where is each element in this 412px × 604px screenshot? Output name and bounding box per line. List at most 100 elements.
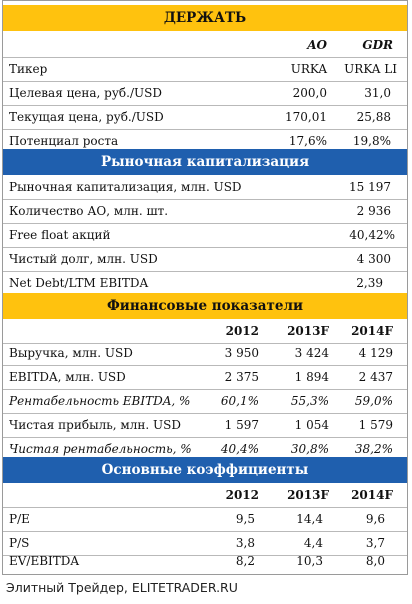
market-cap-row: Free float акций 40,42% (3, 223, 407, 247)
section-title: Рыночная капитализация (100, 154, 310, 170)
financials-row: EBITDA, млн. USD 2 375 1 894 2 437 (3, 365, 407, 389)
row-label: Чистый долг, млн. USD (9, 252, 158, 266)
ratios-row: P/S 3,8 4,4 3,7 (3, 531, 407, 555)
value-2014f: 3,7 (365, 536, 385, 550)
row-label: Количество АО, млн. шт. (9, 204, 169, 218)
rating-header: ДЕРЖАТЬ (3, 5, 407, 31)
ao-value: 200,0 (292, 86, 327, 100)
financials-year-headers: 2012 2013F 2014F (3, 319, 407, 343)
col-ao-header: AO (307, 38, 327, 52)
ratios-header: Основные коэффициенты (3, 457, 407, 483)
price-column-headers: AO GDR (3, 33, 407, 57)
divider (3, 57, 407, 58)
divider (3, 247, 407, 248)
financials-row: Чистая прибыль, млн. USD 1 597 1 054 1 5… (3, 413, 407, 437)
row-label: Чистая прибыль, млн. USD (9, 418, 181, 432)
value-2014f: 38,2% (354, 442, 393, 456)
row-label: Выручка, млн. USD (9, 346, 133, 360)
divider (3, 81, 407, 82)
value-2012: 8,2 (235, 554, 255, 568)
value-2013f: 14,4 (296, 512, 323, 526)
value-2013f: 30,8% (290, 442, 329, 456)
price-row: Потенциал роста 17,6% 19,8% (3, 129, 407, 153)
price-row: Текущая цена, руб./USD 170,01 25,88 (3, 105, 407, 129)
ratios-row: EV/EBITDA 8,2 10,3 8,0 (3, 549, 407, 573)
year-header: 2012 (225, 488, 259, 502)
value-2014f: 8,0 (365, 554, 385, 568)
divider (3, 129, 407, 130)
value-2012: 3,8 (235, 536, 255, 550)
row-label: Рентабельность EBITDA, % (9, 394, 191, 408)
financials-row: Рентабельность EBITDA, % 60,1% 55,3% 59,… (3, 389, 407, 413)
investment-summary-table: ДЕРЖАТЬ AO GDR Тикер URKA URKA LI Целева… (2, 0, 408, 575)
row-label: EBITDA, млн. USD (9, 370, 126, 384)
value-2012: 40,4% (220, 442, 259, 456)
market-cap-row: Net Debt/LTM EBITDA 2,39 (3, 271, 407, 295)
financials-row: Чистая рентабельность, % 40,4% 30,8% 38,… (3, 437, 407, 461)
row-label: Чистая рентабельность, % (9, 442, 192, 456)
value-2012: 9,5 (235, 512, 255, 526)
market-cap-header: Рыночная капитализация (3, 149, 407, 175)
row-value: 15 197 (349, 180, 391, 194)
value-2012: 60,1% (220, 394, 259, 408)
value-2014f: 4 129 (358, 346, 393, 360)
divider (3, 389, 407, 390)
divider (3, 413, 407, 414)
price-row: Целевая цена, руб./USD 200,0 31,0 (3, 81, 407, 105)
row-label: Тикер (9, 62, 48, 76)
value-2012: 1 597 (224, 418, 259, 432)
divider (3, 437, 407, 438)
year-header: 2012 (225, 324, 259, 338)
value-2013f: 10,3 (296, 554, 323, 568)
market-cap-row: Рыночная капитализация, млн. USD 15 197 (3, 175, 407, 199)
section-title: Финансовые показатели (107, 298, 303, 314)
divider (3, 105, 407, 106)
value-2014f: 59,0% (354, 394, 393, 408)
row-label: EV/EBITDA (9, 554, 80, 568)
ao-value: 17,6% (288, 134, 327, 148)
divider (3, 531, 407, 532)
divider (3, 199, 407, 200)
row-label: Рыночная капитализация, млн. USD (9, 180, 242, 194)
year-header: 2014F (351, 488, 393, 502)
row-label: Net Debt/LTM EBITDA (9, 276, 149, 290)
value-2012: 2 375 (224, 370, 259, 384)
row-label: Целевая цена, руб./USD (9, 86, 162, 100)
year-header: 2013F (287, 488, 329, 502)
row-value: 2 936 (356, 204, 391, 218)
year-header: 2014F (351, 324, 393, 338)
row-label: Текущая цена, руб./USD (9, 110, 164, 124)
value-2013f: 3 424 (294, 346, 329, 360)
ratios-row: P/E 9,5 14,4 9,6 (3, 507, 407, 531)
value-2012: 3 950 (224, 346, 259, 360)
row-value: 2,39 (356, 276, 383, 290)
divider (3, 507, 407, 508)
row-label: Free float акций (9, 228, 111, 242)
price-row: Тикер URKA URKA LI (3, 57, 407, 81)
value-2014f: 9,6 (365, 512, 385, 526)
col-gdr-header: GDR (362, 38, 393, 52)
ao-value: 170,01 (285, 110, 327, 124)
financials-header: Финансовые показатели (3, 293, 407, 319)
divider (3, 555, 407, 556)
market-cap-row: Чистый долг, млн. USD 4 300 (3, 247, 407, 271)
market-cap-row: Количество АО, млн. шт. 2 936 (3, 199, 407, 223)
divider (3, 271, 407, 272)
divider (3, 343, 407, 344)
row-value: 4 300 (356, 252, 391, 266)
gdr-value: 31,0 (364, 86, 391, 100)
row-label: Потенциал роста (9, 134, 119, 148)
value-2013f: 4,4 (303, 536, 323, 550)
section-title: Основные коэффициенты (101, 462, 309, 478)
value-2013f: 1 894 (294, 370, 329, 384)
ao-value: URKA (290, 62, 327, 76)
row-label: P/E (9, 512, 30, 526)
gdr-value: URKA LI (344, 62, 397, 76)
financials-row: Выручка, млн. USD 3 950 3 424 4 129 (3, 341, 407, 365)
value-2013f: 55,3% (290, 394, 329, 408)
value-2013f: 1 054 (294, 418, 329, 432)
value-2014f: 1 579 (358, 418, 393, 432)
value-2014f: 2 437 (358, 370, 393, 384)
year-header: 2013F (287, 324, 329, 338)
row-value: 40,42% (349, 228, 395, 242)
